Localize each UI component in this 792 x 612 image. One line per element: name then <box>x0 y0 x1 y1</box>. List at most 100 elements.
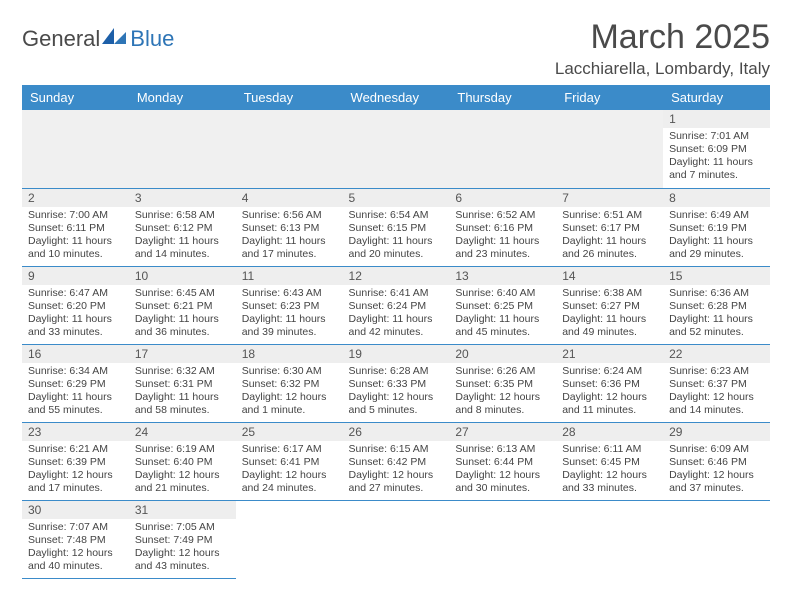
calendar-cell: 21Sunrise: 6:24 AMSunset: 6:36 PMDayligh… <box>556 344 663 422</box>
calendar-cell: 29Sunrise: 6:09 AMSunset: 6:46 PMDayligh… <box>663 422 770 500</box>
day-info: Sunrise: 6:24 AMSunset: 6:36 PMDaylight:… <box>556 363 663 422</box>
calendar-cell <box>556 110 663 188</box>
day-info: Sunrise: 7:01 AMSunset: 6:09 PMDaylight:… <box>663 128 770 187</box>
day-number: 12 <box>343 267 450 285</box>
calendar-cell: 8Sunrise: 6:49 AMSunset: 6:19 PMDaylight… <box>663 188 770 266</box>
calendar-cell: 31Sunrise: 7:05 AMSunset: 7:49 PMDayligh… <box>129 500 236 578</box>
day-number: 10 <box>129 267 236 285</box>
weekday-header: Tuesday <box>236 85 343 110</box>
calendar-row: 16Sunrise: 6:34 AMSunset: 6:29 PMDayligh… <box>22 344 770 422</box>
day-number: 30 <box>22 501 129 519</box>
day-number: 25 <box>236 423 343 441</box>
day-number: 7 <box>556 189 663 207</box>
calendar-cell: 14Sunrise: 6:38 AMSunset: 6:27 PMDayligh… <box>556 266 663 344</box>
day-number: 19 <box>343 345 450 363</box>
calendar-cell: 30Sunrise: 7:07 AMSunset: 7:48 PMDayligh… <box>22 500 129 578</box>
day-info: Sunrise: 6:32 AMSunset: 6:31 PMDaylight:… <box>129 363 236 422</box>
calendar-cell: 7Sunrise: 6:51 AMSunset: 6:17 PMDaylight… <box>556 188 663 266</box>
day-info: Sunrise: 6:19 AMSunset: 6:40 PMDaylight:… <box>129 441 236 500</box>
day-info: Sunrise: 6:11 AMSunset: 6:45 PMDaylight:… <box>556 441 663 500</box>
calendar-cell <box>236 110 343 188</box>
calendar-cell: 2Sunrise: 7:00 AMSunset: 6:11 PMDaylight… <box>22 188 129 266</box>
calendar-row: 1Sunrise: 7:01 AMSunset: 6:09 PMDaylight… <box>22 110 770 188</box>
day-info: Sunrise: 6:58 AMSunset: 6:12 PMDaylight:… <box>129 207 236 266</box>
day-number: 8 <box>663 189 770 207</box>
day-info: Sunrise: 6:34 AMSunset: 6:29 PMDaylight:… <box>22 363 129 422</box>
day-info: Sunrise: 6:40 AMSunset: 6:25 PMDaylight:… <box>449 285 556 344</box>
day-number: 2 <box>22 189 129 207</box>
calendar-row: 2Sunrise: 7:00 AMSunset: 6:11 PMDaylight… <box>22 188 770 266</box>
day-number: 9 <box>22 267 129 285</box>
day-number: 15 <box>663 267 770 285</box>
location-text: Lacchiarella, Lombardy, Italy <box>555 59 770 79</box>
calendar-cell: 11Sunrise: 6:43 AMSunset: 6:23 PMDayligh… <box>236 266 343 344</box>
day-info: Sunrise: 6:09 AMSunset: 6:46 PMDaylight:… <box>663 441 770 500</box>
day-number: 4 <box>236 189 343 207</box>
calendar-cell: 25Sunrise: 6:17 AMSunset: 6:41 PMDayligh… <box>236 422 343 500</box>
day-info: Sunrise: 6:45 AMSunset: 6:21 PMDaylight:… <box>129 285 236 344</box>
calendar-cell <box>22 110 129 188</box>
day-number: 5 <box>343 189 450 207</box>
calendar-cell: 10Sunrise: 6:45 AMSunset: 6:21 PMDayligh… <box>129 266 236 344</box>
calendar-cell <box>343 110 450 188</box>
day-number: 23 <box>22 423 129 441</box>
day-number: 18 <box>236 345 343 363</box>
day-number: 24 <box>129 423 236 441</box>
day-info: Sunrise: 6:47 AMSunset: 6:20 PMDaylight:… <box>22 285 129 344</box>
calendar-cell: 12Sunrise: 6:41 AMSunset: 6:24 PMDayligh… <box>343 266 450 344</box>
logo-text-1: General <box>22 26 100 52</box>
weekday-header: Sunday <box>22 85 129 110</box>
day-info: Sunrise: 6:28 AMSunset: 6:33 PMDaylight:… <box>343 363 450 422</box>
calendar-row: 9Sunrise: 6:47 AMSunset: 6:20 PMDaylight… <box>22 266 770 344</box>
calendar-cell: 5Sunrise: 6:54 AMSunset: 6:15 PMDaylight… <box>343 188 450 266</box>
weekday-header: Friday <box>556 85 663 110</box>
day-number: 11 <box>236 267 343 285</box>
header: General Blue March 2025 Lacchiarella, Lo… <box>22 18 770 79</box>
calendar-cell: 23Sunrise: 6:21 AMSunset: 6:39 PMDayligh… <box>22 422 129 500</box>
day-info: Sunrise: 6:52 AMSunset: 6:16 PMDaylight:… <box>449 207 556 266</box>
calendar-cell: 6Sunrise: 6:52 AMSunset: 6:16 PMDaylight… <box>449 188 556 266</box>
calendar-cell <box>663 500 770 578</box>
weekday-header: Wednesday <box>343 85 450 110</box>
day-info: Sunrise: 6:54 AMSunset: 6:15 PMDaylight:… <box>343 207 450 266</box>
day-number: 20 <box>449 345 556 363</box>
calendar-cell: 19Sunrise: 6:28 AMSunset: 6:33 PMDayligh… <box>343 344 450 422</box>
day-number: 26 <box>343 423 450 441</box>
day-info: Sunrise: 6:56 AMSunset: 6:13 PMDaylight:… <box>236 207 343 266</box>
day-number: 16 <box>22 345 129 363</box>
calendar-cell: 16Sunrise: 6:34 AMSunset: 6:29 PMDayligh… <box>22 344 129 422</box>
logo-mark-icon <box>102 26 128 52</box>
calendar-cell: 27Sunrise: 6:13 AMSunset: 6:44 PMDayligh… <box>449 422 556 500</box>
day-info: Sunrise: 6:41 AMSunset: 6:24 PMDaylight:… <box>343 285 450 344</box>
day-info: Sunrise: 7:00 AMSunset: 6:11 PMDaylight:… <box>22 207 129 266</box>
calendar-cell <box>129 110 236 188</box>
calendar-cell: 3Sunrise: 6:58 AMSunset: 6:12 PMDaylight… <box>129 188 236 266</box>
day-info: Sunrise: 6:43 AMSunset: 6:23 PMDaylight:… <box>236 285 343 344</box>
calendar-cell: 9Sunrise: 6:47 AMSunset: 6:20 PMDaylight… <box>22 266 129 344</box>
calendar-cell: 17Sunrise: 6:32 AMSunset: 6:31 PMDayligh… <box>129 344 236 422</box>
calendar-cell: 24Sunrise: 6:19 AMSunset: 6:40 PMDayligh… <box>129 422 236 500</box>
day-info: Sunrise: 7:07 AMSunset: 7:48 PMDaylight:… <box>22 519 129 578</box>
calendar-cell: 20Sunrise: 6:26 AMSunset: 6:35 PMDayligh… <box>449 344 556 422</box>
day-number: 29 <box>663 423 770 441</box>
calendar-cell: 1Sunrise: 7:01 AMSunset: 6:09 PMDaylight… <box>663 110 770 188</box>
calendar-row: 23Sunrise: 6:21 AMSunset: 6:39 PMDayligh… <box>22 422 770 500</box>
day-number: 13 <box>449 267 556 285</box>
calendar-cell: 18Sunrise: 6:30 AMSunset: 6:32 PMDayligh… <box>236 344 343 422</box>
logo: General Blue <box>22 26 174 52</box>
calendar-cell <box>343 500 450 578</box>
calendar-cell <box>236 500 343 578</box>
day-number: 22 <box>663 345 770 363</box>
weekday-header: Monday <box>129 85 236 110</box>
day-info: Sunrise: 6:30 AMSunset: 6:32 PMDaylight:… <box>236 363 343 422</box>
day-info: Sunrise: 6:23 AMSunset: 6:37 PMDaylight:… <box>663 363 770 422</box>
calendar-cell: 13Sunrise: 6:40 AMSunset: 6:25 PMDayligh… <box>449 266 556 344</box>
day-info: Sunrise: 6:21 AMSunset: 6:39 PMDaylight:… <box>22 441 129 500</box>
day-info: Sunrise: 7:05 AMSunset: 7:49 PMDaylight:… <box>129 519 236 578</box>
calendar-cell <box>449 110 556 188</box>
day-info: Sunrise: 6:51 AMSunset: 6:17 PMDaylight:… <box>556 207 663 266</box>
day-info: Sunrise: 6:17 AMSunset: 6:41 PMDaylight:… <box>236 441 343 500</box>
day-number: 6 <box>449 189 556 207</box>
day-number: 3 <box>129 189 236 207</box>
calendar-cell: 22Sunrise: 6:23 AMSunset: 6:37 PMDayligh… <box>663 344 770 422</box>
